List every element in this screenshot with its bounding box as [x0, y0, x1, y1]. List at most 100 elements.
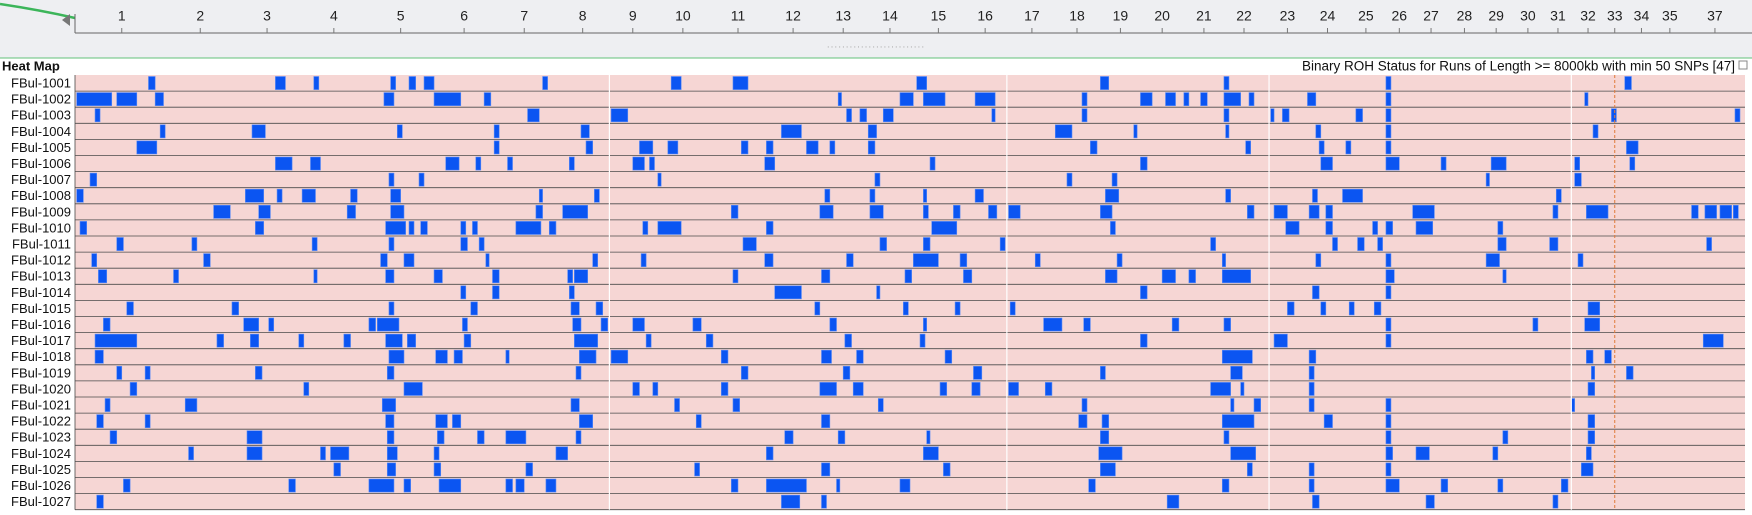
row-label: FBul-1017: [11, 333, 71, 348]
roh-segment: [1140, 156, 1148, 171]
roh-segment: [1440, 478, 1449, 493]
roh-segment: [368, 478, 395, 493]
roh-segment: [255, 365, 263, 380]
roh-segment: [1240, 382, 1245, 396]
roh-segment: [645, 333, 652, 348]
roh-segment: [913, 253, 939, 268]
resize-grip[interactable]: ..........................: [827, 40, 925, 51]
roh-segment: [463, 333, 472, 348]
roh-segment: [1253, 398, 1262, 412]
roh-segment: [538, 188, 543, 203]
roh-segment: [819, 382, 837, 396]
roh-segment: [475, 156, 482, 171]
roh-segment: [116, 237, 124, 251]
roh-segment: [1312, 494, 1320, 509]
roh-segment: [592, 253, 599, 268]
roh-segment: [437, 430, 445, 445]
roh-segment: [1385, 76, 1392, 90]
roh-segment: [1587, 414, 1596, 429]
roh-segment: [275, 156, 293, 171]
roh-segment: [505, 478, 513, 493]
roh-segment: [610, 349, 629, 364]
roh-segment: [144, 365, 151, 380]
roh-segment: [1105, 188, 1120, 203]
roh-segment: [1066, 172, 1073, 187]
roh-segment: [764, 253, 774, 268]
roh-segment: [842, 365, 851, 380]
roh-segment: [732, 269, 739, 284]
roh-segment: [766, 446, 774, 461]
roh-segment: [692, 317, 702, 332]
roh-segment: [1385, 430, 1392, 445]
roh-segment: [453, 349, 463, 364]
roh-segment: [213, 205, 231, 219]
row-label: FBul-1026: [11, 478, 71, 493]
roh-segment: [971, 382, 981, 396]
roh-segment: [1315, 253, 1322, 268]
roh-segment: [867, 124, 877, 139]
heatmap-title: Heat Map: [2, 58, 60, 73]
roh-segment: [567, 269, 573, 284]
roh-segment: [1308, 365, 1315, 380]
roh-segment: [869, 188, 876, 203]
ruler-label: 30: [1520, 8, 1536, 24]
roh-segment: [674, 398, 680, 412]
roh-segment: [303, 382, 310, 396]
roh-segment: [386, 462, 396, 477]
roh-segment: [386, 446, 398, 461]
roh-segment: [408, 76, 416, 90]
roh-segment: [939, 382, 948, 396]
roh-segment: [766, 478, 807, 493]
ruler-label: 17: [1024, 8, 1040, 24]
heatmap-body: FBul-1001FBul-1002FBul-1003FBul-1004FBul…: [11, 75, 1745, 511]
roh-segment: [246, 430, 263, 445]
roh-segment: [1090, 140, 1098, 155]
roh-segment: [973, 365, 983, 380]
roh-segment: [1200, 92, 1208, 106]
roh-segment: [123, 478, 131, 493]
roh-segment: [974, 188, 984, 203]
ruler-label: 10: [675, 8, 691, 24]
roh-segment: [1188, 269, 1196, 284]
roh-segment: [1285, 221, 1300, 235]
ruler-label: 11: [731, 8, 746, 24]
roh-segment: [94, 108, 101, 123]
roh-segment: [720, 382, 729, 396]
roh-segment: [1355, 108, 1363, 123]
row-label: FBul-1020: [11, 381, 71, 396]
roh-segment: [386, 365, 395, 380]
roh-segment: [1116, 253, 1123, 268]
roh-segment: [1425, 494, 1435, 509]
roh-segment: [1245, 140, 1251, 155]
roh-segment: [433, 92, 462, 106]
ruler-label: 28: [1457, 8, 1473, 24]
roh-segment: [433, 446, 440, 461]
roh-segment: [1081, 398, 1088, 412]
roh-segment: [94, 349, 104, 364]
roh-segment: [742, 237, 757, 251]
roh-segment: [420, 221, 428, 235]
roh-segment: [246, 446, 263, 461]
roh-segment: [1166, 494, 1180, 509]
roh-segment: [343, 333, 351, 348]
roh-segment: [819, 205, 834, 219]
roh-segment: [569, 285, 575, 300]
roh-segment: [1133, 124, 1138, 139]
scroll-left[interactable]: [62, 14, 70, 26]
roh-segment: [1307, 92, 1317, 106]
roh-segment: [610, 108, 629, 123]
roh-segment: [1044, 382, 1053, 396]
row-label: FBul-1021: [11, 397, 71, 412]
roh-segment: [821, 462, 831, 477]
menu-icon[interactable]: [1738, 60, 1748, 70]
roh-segment: [76, 188, 84, 203]
roh-segment: [1586, 205, 1609, 219]
roh-segment: [1140, 333, 1148, 348]
roh-segment: [1221, 253, 1226, 268]
roh-segment: [1373, 301, 1382, 316]
roh-segment: [814, 301, 821, 316]
roh-segment: [963, 269, 973, 284]
roh-segment: [1385, 269, 1395, 284]
roh-segment: [276, 188, 283, 203]
roh-segment: [91, 253, 98, 268]
